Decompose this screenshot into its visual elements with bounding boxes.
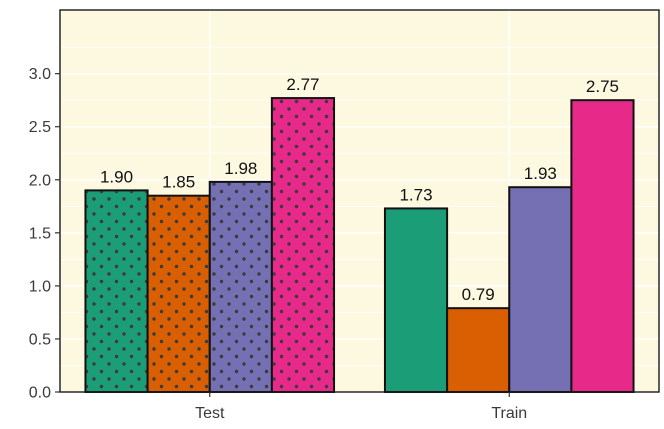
bar-dot-pattern [148, 196, 209, 391]
y-tick-label: 0.0 [29, 385, 51, 402]
bar-train-4 [570, 99, 635, 393]
y-tick-label: 0.5 [29, 331, 51, 348]
plot-border [59, 9, 660, 393]
axes: 0.0 0.5 1.0 1.5 2.0 2.5 3.0 Test Train [29, 66, 527, 422]
bar-train-1 [383, 207, 449, 393]
data-label: 2.77 [286, 75, 319, 94]
bar-train-2 [446, 307, 511, 393]
y-tick-label: 3.0 [29, 66, 51, 83]
data-label: 1.90 [100, 167, 133, 186]
data-label: 1.98 [224, 159, 257, 178]
data-label: 1.85 [162, 173, 195, 192]
bar-dot-pattern [86, 191, 147, 391]
bars [84, 97, 635, 393]
y-tick-label: 1.0 [29, 278, 51, 295]
y-tick-label: 2.5 [29, 119, 51, 136]
data-label: 0.79 [462, 285, 495, 304]
y-tick-label: 1.5 [29, 225, 51, 242]
bar-dot-pattern [210, 182, 271, 391]
bar-train-3 [508, 186, 573, 393]
x-tick-label: Train [491, 405, 527, 422]
x-tick-label: Test [195, 405, 225, 422]
data-label: 1.93 [524, 164, 557, 183]
data-label: 1.73 [399, 185, 432, 204]
y-tick-label: 2.0 [29, 172, 51, 189]
data-labels: 1.90 1.85 1.98 2.77 1.73 0.79 1.93 2.75 [100, 75, 619, 304]
data-label: 2.75 [586, 77, 619, 96]
bar-dot-pattern [272, 99, 334, 392]
